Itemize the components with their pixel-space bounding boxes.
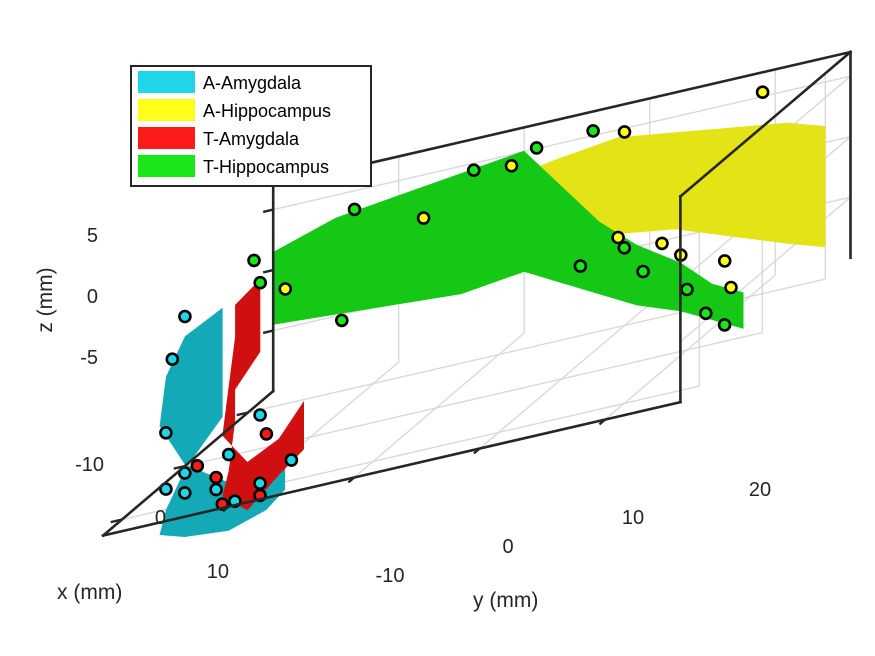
- y-tick-mark: [473, 447, 481, 455]
- legend-swatch: [138, 99, 195, 121]
- legend-swatch: [138, 155, 195, 177]
- data-point-t-hippocampus: [573, 259, 588, 273]
- data-point-a-amygdala: [221, 447, 236, 462]
- y-tick-label: 20: [749, 479, 771, 501]
- grid-line-floor: [353, 332, 525, 479]
- data-point-a-hippocampus: [617, 125, 632, 139]
- data-point-a-hippocampus: [504, 159, 519, 173]
- legend-label: T-Hippocampus: [203, 157, 329, 177]
- data-point-a-hippocampus: [278, 282, 293, 296]
- z-tick-label: 0: [87, 286, 98, 308]
- legend-item-a-hippocampus: A-Hippocampus: [138, 99, 331, 121]
- data-point-t-amygdala: [209, 470, 223, 485]
- data-point-a-amygdala: [178, 486, 192, 500]
- data-point-a-hippocampus: [611, 230, 625, 245]
- grid-line-floor: [604, 274, 776, 421]
- data-point-a-hippocampus: [416, 211, 431, 225]
- data-point-t-hippocampus: [334, 313, 349, 328]
- y-tick-mark: [222, 505, 230, 513]
- data-point-t-hippocampus: [617, 241, 632, 255]
- y-tick-label: 10: [622, 507, 644, 529]
- y-tick-mark: [347, 476, 355, 484]
- data-point-a-hippocampus: [755, 85, 770, 99]
- x-tick-mark: [110, 518, 123, 524]
- data-point-t-amygdala: [190, 458, 205, 473]
- data-point-t-hippocampus: [680, 282, 694, 297]
- axis-edge: [678, 50, 853, 199]
- scatter-points: [159, 85, 770, 511]
- data-point-a-hippocampus: [724, 280, 738, 295]
- legend-swatch: [138, 71, 195, 93]
- legend-item-a-amygdala: A-Amygdala: [138, 71, 302, 93]
- t-hippocampus-surface: [272, 150, 744, 329]
- x-axis-label: x (mm): [57, 581, 122, 604]
- z-tick-label: 5: [87, 225, 98, 247]
- grid-line-back: [273, 75, 851, 211]
- axes-box: [101, 50, 853, 538]
- data-point-t-hippocampus: [347, 202, 362, 217]
- data-point-a-amygdala: [178, 309, 192, 324]
- x-tick-label: 10: [207, 561, 229, 583]
- data-point-a-amygdala: [209, 482, 223, 497]
- legend-label: A-Amygdala: [203, 73, 302, 93]
- data-point-t-hippocampus: [253, 275, 268, 290]
- x-tick-mark: [236, 411, 249, 417]
- grid-line-floor: [479, 303, 651, 450]
- z-tick-mark: [262, 268, 274, 274]
- data-point-a-amygdala: [253, 408, 267, 422]
- data-point-t-hippocampus: [636, 264, 650, 279]
- z-tick-mark: [262, 208, 274, 214]
- legend-item-t-amygdala: T-Amygdala: [138, 127, 300, 149]
- x-tick-label: -10: [75, 454, 104, 476]
- y-tick-label: -10: [376, 565, 405, 587]
- data-point-t-hippocampus: [717, 318, 732, 332]
- x-axis-line: [101, 389, 276, 538]
- data-point-a-amygdala: [159, 425, 173, 440]
- a-t-amygdala-surface: [222, 279, 304, 511]
- data-point-t-hippocampus: [529, 141, 544, 155]
- surfaces: [159, 122, 826, 537]
- data-point-a-amygdala: [284, 453, 299, 467]
- data-point-a-amygdala: [165, 352, 180, 367]
- data-point-t-hippocampus: [586, 124, 600, 138]
- y-tick-mark: [598, 418, 606, 426]
- legend-item-t-hippocampus: T-Hippocampus: [138, 155, 329, 177]
- data-point-a-hippocampus: [717, 254, 732, 268]
- z-tick-label: -5: [80, 347, 98, 369]
- legend-label: T-Amygdala: [203, 129, 300, 149]
- z-tick-mark: [262, 329, 274, 335]
- data-point-a-hippocampus: [655, 236, 669, 251]
- x-tick-label: 0: [155, 507, 166, 529]
- y-axis-label: y (mm): [473, 589, 538, 612]
- legend-label: A-Hippocampus: [203, 101, 331, 121]
- data-point-a-amygdala: [253, 476, 267, 491]
- z-axis-label: z (mm): [34, 267, 57, 332]
- x-tick-labels: -10 0 10: [75, 454, 229, 583]
- data-point-t-amygdala: [259, 427, 274, 441]
- y-axis-line: [101, 400, 682, 538]
- legend: A-Amygdala A-Hippocampus T-Amygdala T-Hi…: [130, 65, 372, 187]
- data-point-t-hippocampus: [698, 306, 713, 321]
- data-point-t-hippocampus: [247, 253, 261, 268]
- z-tick-labels: 5 0 -5: [80, 225, 98, 369]
- y-tick-label: 0: [502, 536, 513, 558]
- data-point-t-hippocampus: [466, 163, 481, 177]
- x-tick-mark: [173, 464, 186, 470]
- y-tick-labels: -10 0 10 20: [376, 479, 772, 587]
- legend-swatch: [138, 127, 195, 149]
